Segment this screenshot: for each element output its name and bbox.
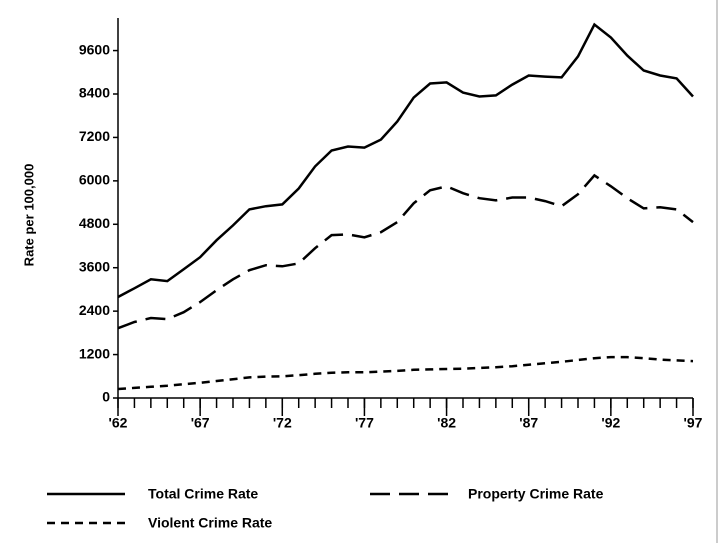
x-tick-label: '92 <box>601 415 620 431</box>
y-tick-label: 7200 <box>79 128 110 144</box>
y-tick-label: 0 <box>102 389 110 405</box>
y-tick-label: 2400 <box>79 302 110 318</box>
x-tick-label: '82 <box>437 415 456 431</box>
x-tick-label: '62 <box>109 415 128 431</box>
y-tick-label: 8400 <box>79 85 110 101</box>
y-tick-label: 1200 <box>79 345 110 361</box>
x-tick-label: '87 <box>519 415 538 431</box>
x-tick-label: '72 <box>273 415 292 431</box>
series-line <box>117 173 694 330</box>
y-tick-label: 6000 <box>79 172 110 188</box>
legend-label: Violent Crime Rate <box>148 515 272 531</box>
legend-label: Total Crime Rate <box>148 486 258 502</box>
x-tick-label: '67 <box>191 415 210 431</box>
y-tick-label: 3600 <box>79 258 110 274</box>
y-tick-label: 9600 <box>79 41 110 57</box>
x-tick-label: '97 <box>684 415 703 431</box>
series-line <box>117 355 694 391</box>
series-line <box>117 22 694 299</box>
y-tick-label: 4800 <box>79 215 110 231</box>
x-tick-label: '77 <box>355 415 374 431</box>
legend-label: Property Crime Rate <box>468 486 604 502</box>
y-axis-label: Rate per 100,000 <box>21 164 36 267</box>
